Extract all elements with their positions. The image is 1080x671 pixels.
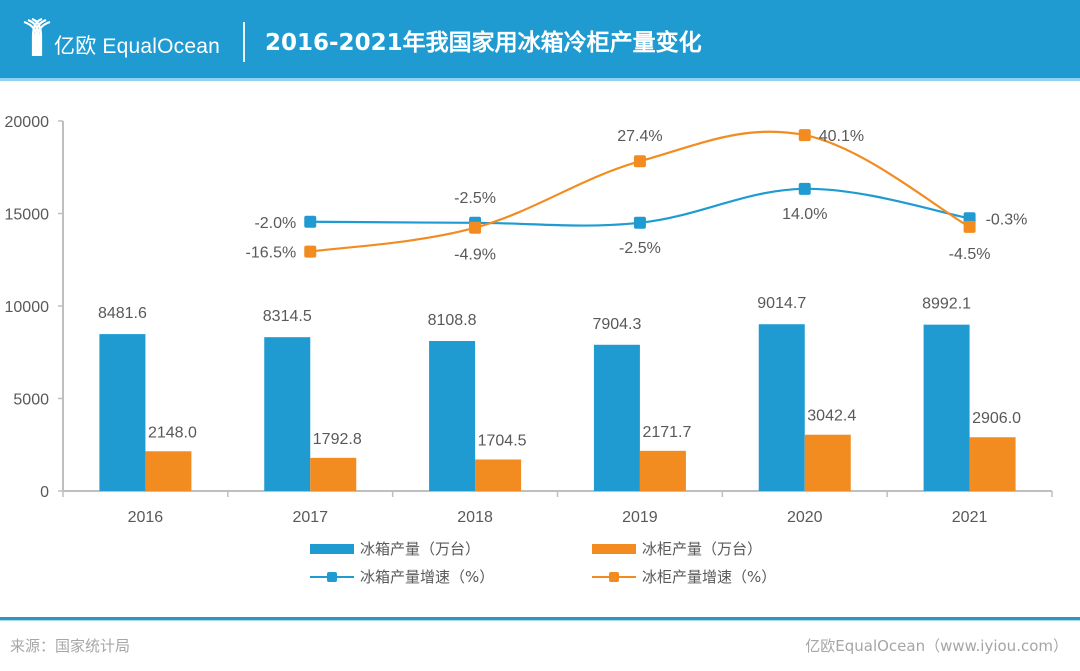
legend-swatch-fridge — [310, 543, 354, 554]
line-data-label: -4.5% — [949, 246, 991, 263]
footer-divider — [0, 617, 1080, 620]
legend-item-freezer-output: 冰柜产量（万台） — [592, 538, 762, 559]
bar-data-label: 1792.8 — [313, 431, 362, 448]
line-data-label: -2.5% — [619, 240, 661, 257]
y-tick-label: 5000 — [13, 392, 49, 409]
x-tick-label: 2021 — [952, 509, 988, 526]
y-tick-label: 10000 — [5, 299, 50, 316]
legend-item-freezer-growth: 冰柜产量增速（%） — [592, 566, 776, 587]
legend-line-marker-freezer — [592, 571, 636, 583]
bar-data-label: 7904.3 — [592, 316, 641, 333]
x-tick-label: 2017 — [292, 509, 328, 526]
bar-data-label: 9014.7 — [757, 295, 806, 312]
chart-title: 2016-2021年我国家用冰箱冷柜产量变化 — [265, 30, 702, 56]
bar-data-label: 8992.1 — [922, 296, 971, 313]
y-tick-label: 15000 — [5, 207, 50, 224]
line-data-label: -2.0% — [254, 215, 296, 232]
legend: 冰箱产量（万台） 冰柜产量（万台） 冰箱产量增速（%） 冰柜产量增速（%） — [0, 538, 1080, 598]
marker-freezer-growth — [469, 221, 482, 234]
y-tick-label: 20000 — [5, 114, 50, 131]
bar-fridge-output — [758, 324, 805, 491]
chart: 0 5000 10000 15000 20000 2016 2017 2018 2019 2020… — [5, 114, 1053, 526]
header-banner: 亿欧 EqualOcean 2016-2021年我国家用冰箱冷柜产量变化 — [0, 0, 1080, 78]
x-tick-label: 2018 — [457, 509, 493, 526]
line-data-label: 40.1% — [819, 128, 864, 145]
legend-line-marker-fridge — [310, 571, 354, 583]
marker-freezer-growth — [798, 129, 811, 142]
bar-data-label: 8314.5 — [263, 308, 312, 325]
line-data-label: -4.9% — [454, 247, 496, 264]
x-tick-label: 2019 — [622, 509, 658, 526]
line-data-label: -0.3% — [986, 211, 1028, 228]
bar-freezer-output — [804, 434, 851, 491]
marker-fridge-growth — [304, 215, 317, 228]
marker-freezer-growth — [633, 155, 646, 168]
bar-freezer-output — [475, 459, 522, 491]
marker-fridge-growth — [633, 216, 646, 229]
bar-fridge-output — [429, 340, 476, 491]
source-note: 来源：国家统计局 — [10, 637, 131, 655]
line-data-label: 14.0% — [782, 206, 827, 223]
marker-freezer-growth — [304, 245, 317, 258]
bar-data-label: 2906.0 — [972, 410, 1021, 427]
logo-text: 亿欧 EqualOcean — [54, 35, 221, 58]
x-tick-label: 2020 — [787, 509, 823, 526]
y-tick-label: 0 — [40, 484, 49, 501]
bar-data-label: 2148.0 — [148, 424, 197, 441]
bar-data-label: 2171.7 — [642, 424, 691, 441]
legend-label: 冰柜产量（万台） — [642, 540, 763, 558]
bar-fridge-output — [264, 337, 311, 491]
header-divider — [243, 22, 245, 62]
legend-label: 冰柜产量增速（%） — [642, 568, 777, 586]
line-data-label: -16.5% — [246, 245, 297, 262]
bar-data-label: 8481.6 — [98, 305, 147, 322]
bar-freezer-output — [145, 451, 192, 491]
line-data-label: -2.5% — [454, 190, 496, 207]
marker-fridge-growth — [798, 182, 811, 195]
header-underline — [0, 78, 1080, 81]
bar-data-label: 3042.4 — [807, 408, 856, 425]
x-tick-label: 2016 — [128, 509, 164, 526]
bar-data-label: 1704.5 — [478, 432, 527, 449]
legend-label: 冰箱产量增速（%） — [360, 568, 495, 586]
bar-freezer-output — [639, 450, 686, 491]
bar-fridge-output — [99, 334, 146, 491]
bar-freezer-output — [310, 457, 357, 491]
bar-fridge-output — [593, 344, 640, 491]
legend-swatch-freezer — [592, 543, 636, 554]
equalocean-logo-icon — [23, 18, 51, 56]
line-freezer-growth — [310, 130, 971, 253]
bar-data-label: 8108.8 — [428, 312, 477, 329]
marker-freezer-growth — [963, 220, 976, 233]
legend-item-fridge-output: 冰箱产量（万台） — [310, 538, 480, 559]
credit-note: 亿欧EqualOcean（www.iyiou.com） — [805, 637, 1068, 655]
legend-item-fridge-growth: 冰箱产量增速（%） — [310, 566, 494, 587]
legend-label: 冰箱产量（万台） — [360, 540, 481, 558]
bar-freezer-output — [969, 437, 1016, 491]
bar-fridge-output — [923, 324, 970, 491]
line-data-label: 27.4% — [617, 128, 662, 145]
